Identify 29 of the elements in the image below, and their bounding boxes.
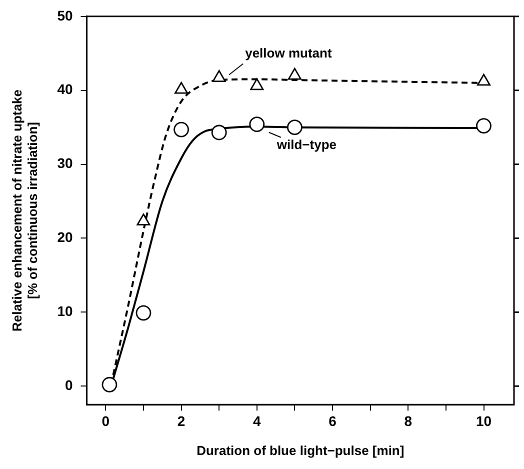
point: [211, 124, 227, 140]
y-axis-title: Relative enhancement of nitrate uptake [% of continuous irradiation]: [9, 89, 40, 332]
x-tick-label: 8: [404, 412, 412, 429]
y-tick-label: 0: [64, 376, 73, 393]
x-tick-label: 4: [253, 412, 262, 429]
x-axis-title: Duration of blue light−pulse [min]: [196, 442, 404, 458]
y-tick-label: 30: [57, 155, 73, 172]
y-tick-label: 50: [57, 7, 73, 24]
point: [212, 70, 226, 82]
point: [136, 214, 150, 226]
point: [136, 305, 152, 321]
point: [287, 120, 302, 136]
annotation: wild−type: [276, 136, 337, 152]
point: [476, 118, 492, 134]
point: [250, 78, 264, 90]
point: [476, 74, 491, 86]
x-tick-label: 0: [102, 412, 110, 429]
x-tick-label: 2: [177, 412, 186, 429]
y-tick-label: 20: [57, 229, 73, 246]
x-tick-label: 10: [476, 412, 492, 429]
point: [288, 68, 302, 80]
y-tick-label: 10: [57, 303, 73, 320]
annotation: yellow mutant: [245, 45, 332, 60]
point: [174, 122, 189, 138]
y-tick-label: 40: [57, 81, 73, 98]
point: [102, 376, 118, 392]
point: [249, 116, 265, 132]
x-tick-label: 6: [328, 412, 337, 429]
point: [174, 82, 188, 94]
